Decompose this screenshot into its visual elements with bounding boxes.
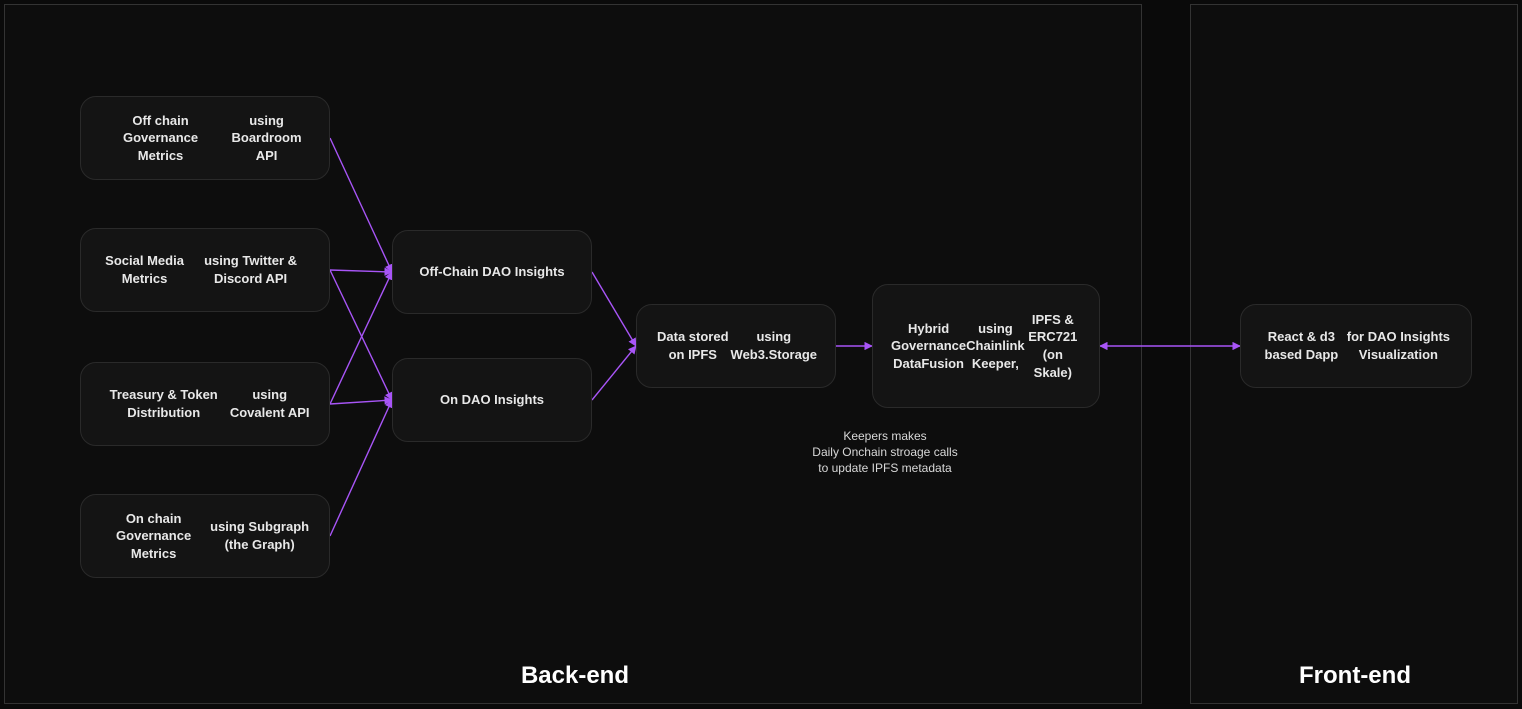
frontend-label: Front-end: [1290, 662, 1420, 690]
backend-label: Back-end: [500, 662, 650, 690]
node-offchain-insights: Off-Chain DAO Insights: [392, 230, 592, 314]
keepers-annotation: Keepers makesDaily Onchain stroage calls…: [780, 428, 990, 477]
node-on-dao-insights: On DAO Insights: [392, 358, 592, 442]
node-social-media: Social Media Metricsusing Twitter & Disc…: [80, 228, 330, 312]
node-onchain-governance: On chain Governance Metricsusing Subgrap…: [80, 494, 330, 578]
node-offchain-governance: Off chain Governance Metricsusing Boardr…: [80, 96, 330, 180]
node-treasury: Treasury & Token Distributionusing Coval…: [80, 362, 330, 446]
node-dapp: React & d3 based Dappfor DAO Insights Vi…: [1240, 304, 1472, 388]
node-ipfs: Data stored on IPFSusing Web3.Storage: [636, 304, 836, 388]
diagram-canvas: Back-end Front-end Off chain Governance …: [0, 0, 1522, 709]
node-hybrid-datafusion: Hybrid Governance DataFusionusing Chainl…: [872, 284, 1100, 408]
